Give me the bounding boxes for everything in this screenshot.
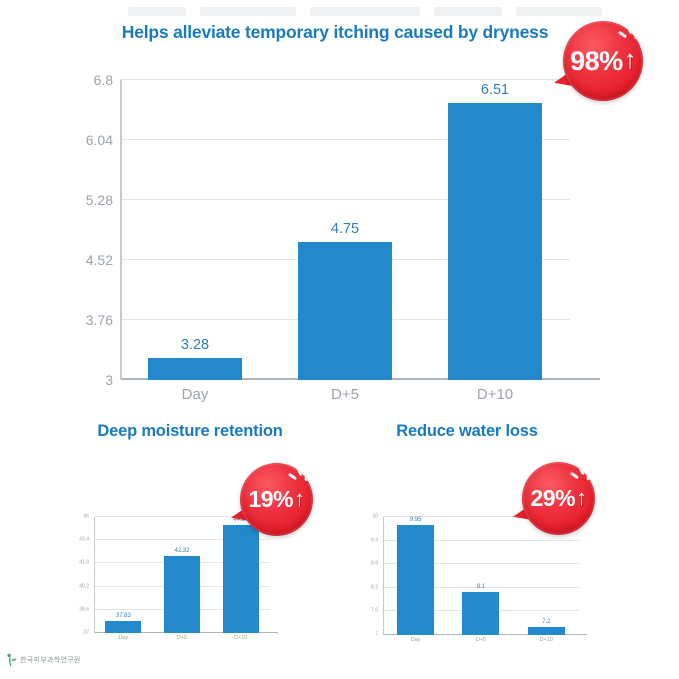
bar-dplus5: [298, 241, 392, 380]
bar-dplus10: [222, 525, 259, 633]
y-axis-tick: 10: [372, 513, 378, 520]
gridline: [94, 539, 270, 541]
gridline: [383, 586, 579, 588]
badge-percent: 98%: [570, 45, 623, 76]
y-axis-line: [383, 517, 384, 635]
x-axis-label: D+10: [476, 386, 514, 403]
gridline: [383, 563, 579, 565]
faded-block: [310, 7, 420, 16]
bar-day: [397, 525, 435, 635]
bar-value-label: 4.75: [330, 221, 360, 238]
y-axis-line: [120, 80, 122, 380]
y-axis-tick: 45: [83, 513, 89, 520]
y-axis-line: [94, 517, 95, 633]
water-loss-bar-chart: 7 7.6 8.2 8.8 9.4 10 9.95 8.1 7.2 Day D+5 D+10: [360, 505, 595, 655]
up-arrow-icon: ↑: [294, 485, 305, 511]
x-axis-label: D+5: [475, 637, 487, 643]
y-axis-tick: 3.76: [85, 312, 113, 328]
faded-text-artifact: [128, 7, 602, 16]
faded-block: [200, 7, 296, 16]
increase-badge-left: 19% ↑: [228, 463, 313, 536]
gridline: [120, 139, 570, 140]
y-axis-tick: 43.4: [79, 536, 89, 543]
bar-dplus5: [164, 555, 200, 633]
badge-circle: 19% ↑: [240, 463, 313, 536]
gridline: [120, 199, 570, 200]
bar-value-label: 6.51: [480, 82, 510, 99]
y-axis-tick: 7.6: [371, 607, 378, 614]
bar-value-label: 8.1: [476, 583, 486, 590]
bar-day: [148, 357, 242, 380]
sprout-logo-icon: [7, 653, 17, 667]
y-axis-tick: 7: [375, 631, 378, 638]
faded-block: [516, 7, 602, 16]
badge-circle: 98% ↑: [563, 21, 643, 101]
y-axis-tick: 41.8: [79, 559, 89, 566]
gridline: [94, 516, 270, 517]
kisds-logo: 한국피부과학연구원: [6, 653, 81, 667]
bar-value-label: 44.84: [233, 517, 249, 523]
y-axis-tick: 40.2: [79, 583, 89, 590]
bar-day: [105, 620, 142, 633]
decrease-badge-right: 29% ↑: [510, 462, 595, 535]
x-axis-label: D+10: [234, 635, 248, 641]
x-axis-label: D+5: [331, 386, 359, 403]
bar-value-label: 37.83: [115, 612, 131, 619]
moisture-retention-bar-chart: 37 38.6 40.2 41.8 43.4 45 37.83 42.32 44.84 Day D+…: [78, 505, 288, 655]
x-axis-label: D+10: [539, 637, 553, 643]
sparkle-icon: [617, 30, 628, 39]
gridline: [383, 516, 579, 517]
y-axis-tick: 6.04: [85, 132, 113, 148]
badge-percent: 19%: [248, 486, 294, 512]
x-axis-label: D+5: [176, 635, 188, 641]
y-axis-tick: 5.28: [85, 192, 113, 208]
y-axis-tick: 38.6: [79, 606, 89, 613]
sparkle-icon: [634, 29, 639, 40]
main-chart-title: Helps alleviate temporary itching caused…: [121, 22, 549, 42]
y-axis-tick: 8.8: [371, 560, 378, 567]
bar-value-label: 9.95: [409, 517, 422, 523]
bar-value-label: 7.2: [542, 619, 551, 626]
x-axis-label: Day: [118, 635, 129, 641]
sparkle-icon: [586, 470, 591, 481]
institute-name: 한국피부과학연구원: [20, 657, 81, 664]
sparkle-icon: [626, 24, 633, 35]
gridline: [383, 539, 579, 541]
y-axis-tick: 37: [83, 629, 89, 636]
bar-dplus5: [462, 591, 500, 635]
up-arrow-icon: ↑: [623, 45, 637, 74]
x-axis-label: Day: [410, 637, 421, 643]
sparkle-icon: [304, 471, 309, 482]
sparkle-icon: [578, 465, 585, 476]
left-chart-title: Deep moisture retention: [97, 422, 283, 440]
faded-block: [128, 7, 186, 16]
badge-percent: 29%: [530, 485, 576, 511]
bar-dplus10: [448, 102, 542, 380]
gridline: [120, 79, 570, 80]
up-arrow-icon: ↑: [576, 484, 587, 510]
badge-circle: 29% ↑: [522, 462, 595, 535]
y-axis-tick: 6.8: [93, 72, 113, 88]
faded-block: [434, 7, 502, 16]
itch-relief-bar-chart: 3 3.76 4.52 5.28 6.04 6.8 3.28 4.75 6.51 Day D+5 D+…: [72, 66, 612, 416]
increase-badge-main: 98% ↑: [551, 21, 643, 101]
bar-dplus10: [527, 627, 565, 635]
bar-value-label: 3.28: [180, 337, 210, 354]
y-axis-tick: 8.2: [371, 584, 378, 591]
y-axis-tick: 4.52: [85, 252, 113, 268]
y-axis-tick: 9.4: [371, 537, 378, 544]
y-axis-tick: 3: [105, 372, 113, 388]
sparkle-icon: [296, 466, 303, 477]
x-axis-label: Day: [181, 386, 209, 403]
sparkle-icon: [569, 471, 580, 480]
sparkle-icon: [287, 472, 298, 481]
right-chart-title: Reduce water loss: [396, 422, 538, 440]
bar-value-label: 42.32: [174, 547, 190, 554]
